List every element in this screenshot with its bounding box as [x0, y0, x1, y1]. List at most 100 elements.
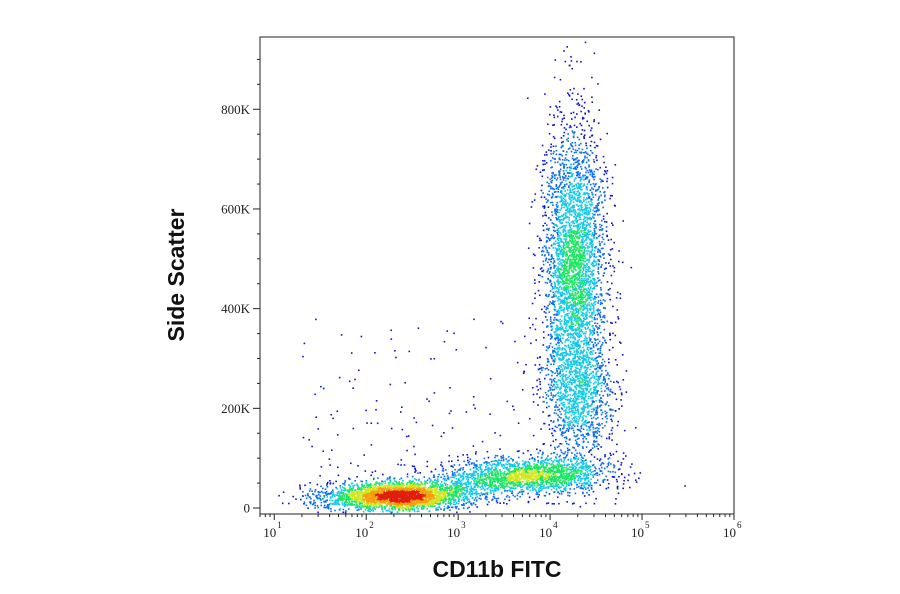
- data-point: [513, 468, 516, 470]
- data-point: [557, 253, 559, 255]
- data-point: [503, 465, 506, 467]
- data-point: [344, 505, 346, 507]
- data-point: [343, 482, 346, 485]
- data-point: [386, 495, 388, 498]
- data-point: [513, 471, 516, 473]
- data-point: [380, 505, 383, 507]
- data-point: [439, 495, 441, 497]
- data-point: [447, 498, 450, 500]
- data-point: [610, 258, 612, 261]
- data-point: [555, 471, 558, 473]
- data-point: [388, 485, 390, 488]
- data-point: [571, 98, 573, 101]
- data-point: [325, 500, 327, 502]
- data-point: [514, 478, 517, 480]
- data-point: [586, 404, 589, 406]
- data-point: [500, 483, 502, 486]
- data-point: [581, 105, 583, 107]
- data-point: [612, 453, 615, 456]
- data-point: [580, 456, 583, 458]
- data-point: [326, 496, 329, 498]
- data-point: [529, 489, 531, 492]
- data-point: [520, 483, 523, 485]
- data-point: [588, 494, 590, 496]
- data-point: [387, 496, 390, 499]
- data-point: [605, 172, 608, 175]
- data-point: [593, 312, 595, 314]
- data-point: [601, 294, 603, 297]
- data-point: [561, 275, 563, 278]
- data-point: [448, 506, 451, 508]
- data-point: [443, 500, 445, 503]
- data-point: [360, 487, 363, 489]
- data-point: [442, 490, 444, 493]
- data-point: [622, 452, 625, 454]
- data-point: [324, 488, 327, 490]
- data-point: [349, 485, 352, 488]
- data-point: [375, 494, 378, 496]
- data-point: [586, 204, 589, 207]
- data-point: [557, 460, 559, 463]
- data-point: [568, 185, 570, 187]
- data-point: [345, 495, 348, 497]
- data-point: [597, 370, 599, 372]
- data-point: [325, 501, 327, 503]
- data-point: [548, 481, 550, 484]
- data-point: [466, 501, 469, 504]
- data-point: [469, 476, 472, 479]
- data-point: [423, 501, 426, 504]
- data-point: [578, 325, 581, 328]
- data-point: [575, 481, 577, 484]
- data-point: [478, 478, 481, 481]
- data-point: [509, 487, 512, 489]
- data-point: [326, 499, 328, 502]
- data-point: [547, 469, 550, 472]
- data-point: [564, 212, 567, 215]
- data-point: [564, 475, 566, 477]
- data-point: [610, 321, 612, 324]
- data-point: [539, 239, 541, 242]
- data-point: [435, 489, 438, 492]
- data-point: [599, 316, 602, 319]
- data-point: [564, 185, 566, 187]
- data-point: [582, 446, 584, 448]
- data-point: [493, 478, 495, 480]
- data-point: [485, 492, 487, 494]
- data-point: [456, 511, 458, 514]
- data-point: [555, 214, 558, 216]
- data-point: [527, 465, 529, 467]
- data-point: [573, 178, 576, 181]
- data-point: [566, 330, 568, 332]
- data-point: [400, 499, 402, 502]
- data-point: [576, 316, 579, 319]
- data-point: [542, 464, 544, 466]
- data-point: [491, 463, 494, 466]
- data-point: [349, 478, 351, 481]
- data-point: [393, 494, 395, 496]
- data-point: [558, 471, 561, 473]
- data-point: [549, 239, 551, 242]
- data-point: [605, 226, 608, 228]
- data-point: [591, 316, 593, 319]
- data-point: [406, 475, 409, 478]
- data-point: [377, 503, 379, 505]
- data-point: [320, 504, 322, 507]
- data-point: [582, 176, 585, 178]
- data-point: [354, 497, 357, 499]
- data-point: [381, 507, 384, 509]
- data-point: [561, 187, 563, 189]
- data-point: [422, 506, 425, 508]
- data-point: [340, 495, 342, 497]
- data-point: [592, 374, 595, 376]
- data-point: [528, 222, 531, 225]
- data-point: [625, 455, 627, 457]
- data-point: [442, 473, 444, 476]
- data-point: [548, 247, 551, 249]
- data-point: [317, 506, 319, 509]
- data-point: [572, 288, 574, 291]
- data-point: [304, 494, 307, 497]
- data-point: [366, 494, 369, 497]
- data-point: [590, 129, 592, 132]
- data-point: [612, 476, 614, 478]
- data-point: [412, 487, 415, 489]
